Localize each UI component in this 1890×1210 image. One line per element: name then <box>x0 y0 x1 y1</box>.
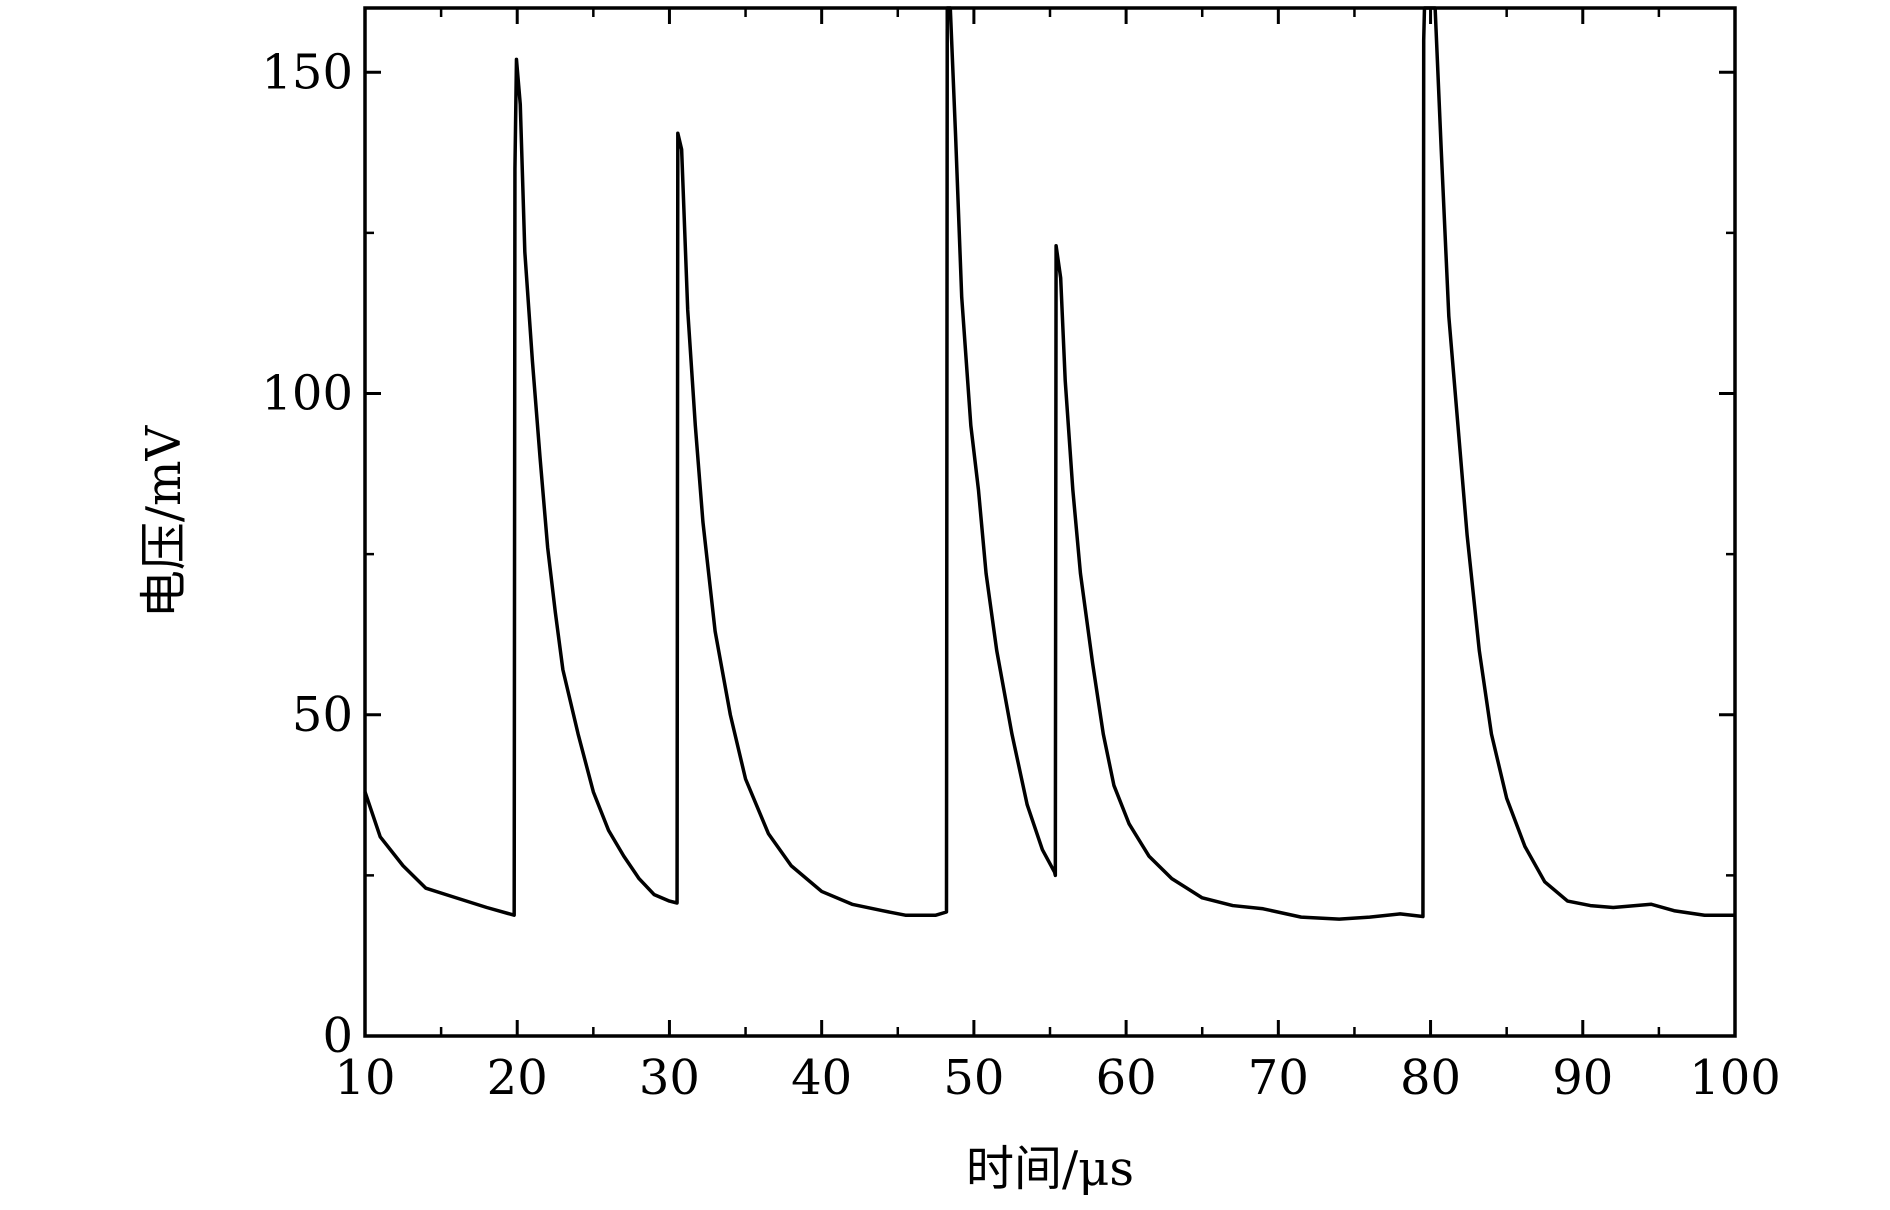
y-tick-label: 0 <box>322 1008 353 1064</box>
y-axis-label: 电压/mV <box>136 424 192 618</box>
x-axis-label: 时间/μs <box>966 1141 1134 1197</box>
major-ticks <box>363 8 1737 1038</box>
y-tick-label: 150 <box>261 44 353 100</box>
x-tick-label: 80 <box>1400 1050 1461 1106</box>
plot-frame <box>363 6 1737 1038</box>
x-tick-label: 100 <box>1689 1050 1781 1106</box>
y-tick-label: 100 <box>261 366 353 422</box>
x-tick-label: 30 <box>639 1050 700 1106</box>
x-tick-label: 50 <box>943 1050 1004 1106</box>
series-line <box>363 6 1735 921</box>
x-tick-label: 10 <box>334 1050 395 1106</box>
y-tick-labels: 0 50 100 150 <box>261 44 353 1064</box>
x-tick-label: 60 <box>1096 1050 1157 1106</box>
x-tick-label: 70 <box>1248 1050 1309 1106</box>
x-tick-label: 40 <box>791 1050 852 1106</box>
minor-ticks <box>365 8 1735 1036</box>
x-tick-label: 90 <box>1552 1050 1613 1106</box>
y-tick-label: 50 <box>292 687 353 743</box>
x-tick-labels: 10 20 30 40 50 60 70 80 90 100 <box>334 1050 1780 1106</box>
x-tick-label: 20 <box>487 1050 548 1106</box>
series-layer <box>363 6 1735 921</box>
